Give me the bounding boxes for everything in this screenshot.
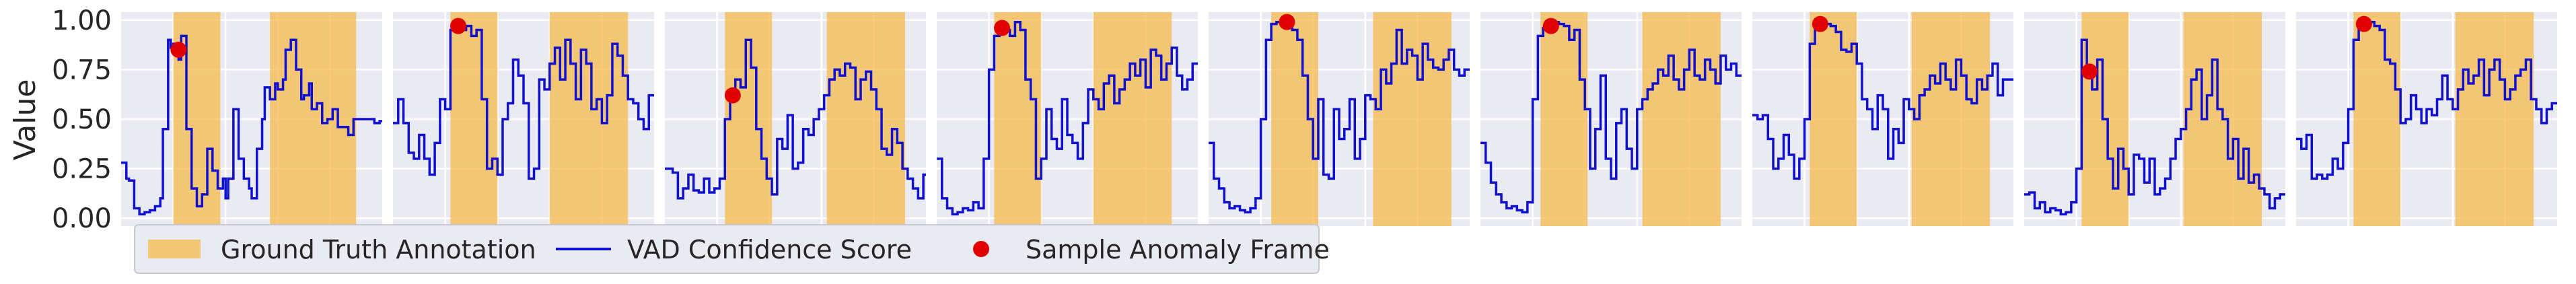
y-tick-label: 0.25 [52, 154, 112, 185]
anomaly-point [2355, 15, 2372, 32]
anomaly-point [170, 41, 187, 58]
vad-score-line [2024, 38, 2285, 216]
y-tick-label: 0.50 [52, 104, 112, 135]
y-tick-label: 0.75 [52, 55, 112, 85]
legend-ground-truth-swatch [148, 240, 201, 258]
ground-truth-span [1093, 12, 1172, 226]
vad-score-line [121, 34, 382, 216]
ground-truth-span [725, 12, 773, 226]
anomaly-point [2081, 63, 2098, 80]
anomaly-point [450, 17, 466, 34]
anomaly-point [724, 87, 741, 104]
anomaly-point [1812, 15, 1828, 32]
vad-score-line [665, 38, 926, 200]
chart-panel-5 [1209, 12, 1470, 226]
legend-frame [134, 224, 1320, 274]
chart-panels: 0.00 0.25 0.50 0.75 1.00 [52, 5, 2557, 234]
ground-truth-span [270, 12, 357, 226]
y-tick-label: 0.00 [52, 203, 112, 234]
y-axis-label: Value [8, 79, 42, 161]
legend-ground-truth-label: Ground Truth Annotation [221, 235, 536, 264]
vad-score-line [393, 24, 654, 180]
chart-panel-3 [665, 12, 926, 226]
legend-vad-label: VAD Confidence Score [627, 235, 912, 264]
chart-panel-7 [1752, 12, 2013, 226]
ground-truth-span [994, 12, 1042, 226]
ground-truth-span [549, 12, 629, 226]
ground-truth-span [1810, 12, 1857, 226]
ground-truth-span [2353, 12, 2401, 226]
ground-truth-span [450, 12, 498, 226]
chart-panel-9 [2296, 12, 2557, 226]
anomaly-point [1542, 17, 1559, 34]
ground-truth-span [826, 12, 905, 226]
ground-truth-span [2455, 12, 2534, 226]
ground-truth-span [1911, 12, 1991, 226]
legend-anomaly-marker [973, 241, 989, 257]
anomaly-point [1279, 13, 1295, 30]
chart-panel-2 [393, 12, 654, 226]
chart-panel-1: 0.00 0.25 0.50 0.75 1.00 [52, 5, 382, 234]
vad-score-line [1752, 20, 2013, 180]
vad-score-line [937, 20, 1198, 216]
vad-score-line [1209, 20, 1470, 214]
chart-panel-8 [2024, 12, 2285, 226]
chart-panel-4 [937, 12, 1198, 226]
y-tick-label: 1.00 [52, 5, 112, 36]
ground-truth-span [1373, 12, 1452, 226]
vad-score-line [2296, 20, 2557, 180]
ground-truth-span [1642, 12, 1721, 226]
anomaly-point [994, 20, 1010, 36]
vad-score-line [1480, 20, 1742, 214]
chart-panel-6 [1480, 12, 1742, 226]
legend: Ground Truth Annotation VAD Confidence S… [134, 224, 1330, 274]
legend-anomaly-label: Sample Anomaly Frame [1026, 235, 1330, 264]
